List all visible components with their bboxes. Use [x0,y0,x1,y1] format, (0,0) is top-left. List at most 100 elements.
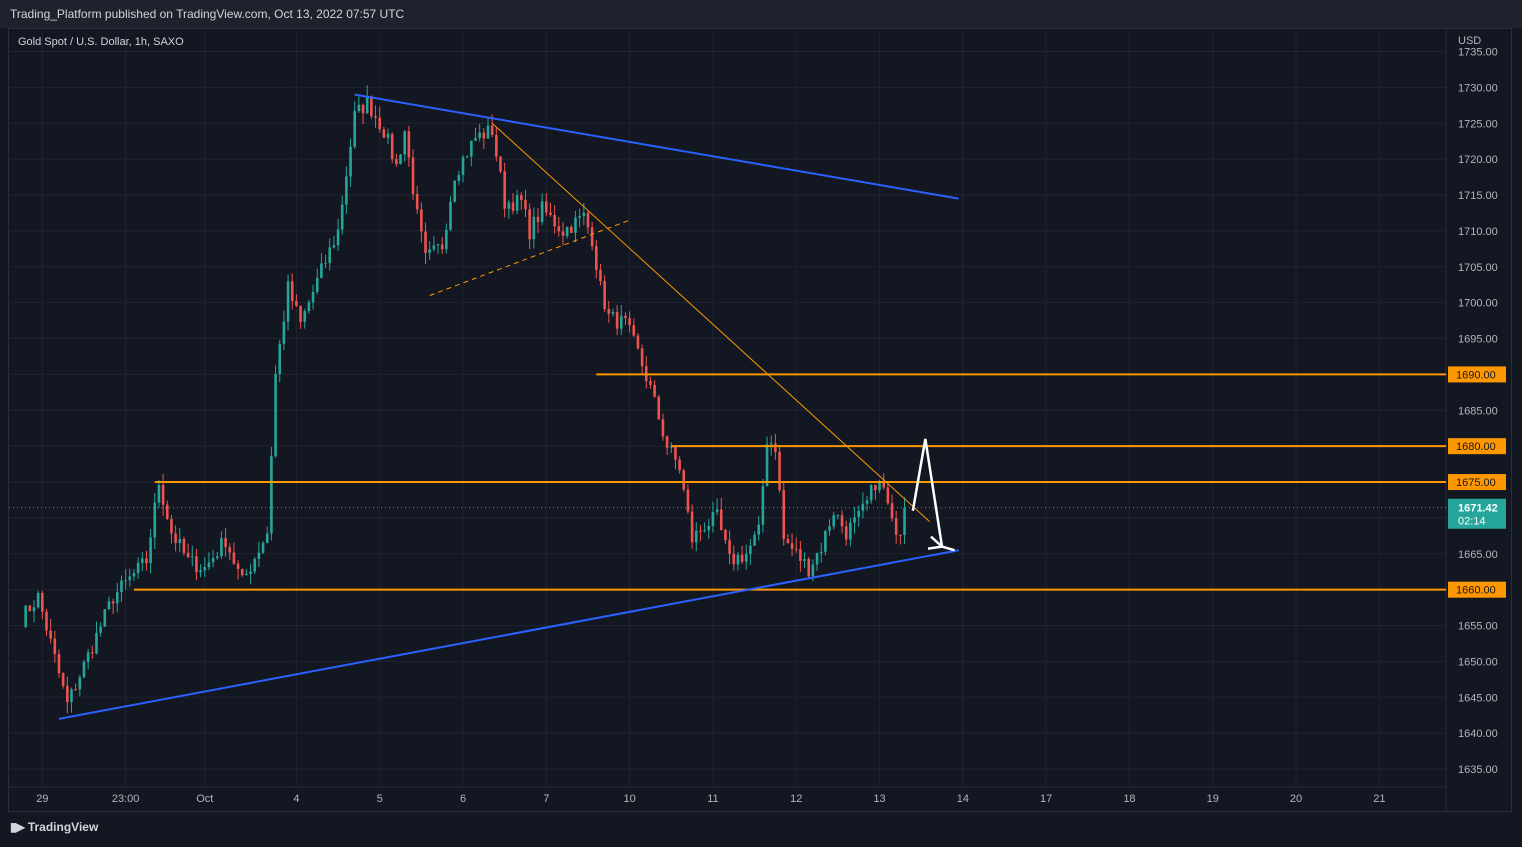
tradingview-brand[interactable]: ▮▶ TradingView [10,820,98,834]
candle-body [211,558,215,563]
candle [711,501,715,533]
candle-body [66,685,69,703]
candle-body [311,291,315,303]
candle [224,527,227,557]
candle-body [628,317,631,326]
price-tick-label: 1715.00 [1458,190,1498,202]
candle-body [807,559,811,577]
candle-body [799,549,802,561]
candle-body [161,484,165,505]
candle [95,621,98,655]
candle-body [669,446,673,448]
price-axis: USD 1635.00 1640.00 1645.00 1650.00 1655.00 16… [1445,28,1498,812]
candle-body [707,525,711,531]
candle [753,531,756,546]
candle [299,305,302,329]
candle [386,128,390,145]
candle [653,380,656,398]
candle [174,525,177,552]
candle [545,193,548,217]
candle [740,545,744,565]
candle-body [261,542,265,553]
candle [865,495,869,511]
candle [270,446,273,541]
candle-body [694,530,698,543]
candle-body [861,503,865,511]
candle-body [899,534,902,536]
candle-body [886,487,890,504]
candle [640,344,644,374]
bar-countdown: 02:14 [1458,516,1486,528]
candle [132,569,136,582]
price-tick-label: 1685.00 [1458,405,1498,417]
candle [486,116,490,139]
time-tick-label: 11 [707,793,718,805]
time-tick-label: 20 [1290,793,1302,805]
publication-text: Trading_Platform published on TradingVie… [10,7,405,21]
candle [482,127,486,149]
candle-body [840,515,844,527]
candle [345,166,348,214]
candle-body [549,212,552,215]
candle-body [111,601,115,604]
candle-body [190,556,194,558]
candle-body [349,146,352,177]
candle [336,218,340,251]
candle [86,649,90,670]
price-tick-label: 1635.00 [1458,764,1498,776]
candle [495,127,498,162]
candle [407,125,411,167]
candle [470,140,473,167]
candle-body [553,214,556,227]
candle-body [357,104,361,112]
candle [157,479,161,509]
candle [32,600,36,623]
candle [307,299,311,314]
candle-body [619,315,623,329]
candle-body [661,419,665,437]
candle-body [536,216,540,222]
candle-body [74,689,77,691]
candle [515,189,519,215]
price-tick-label: 1730.00 [1458,82,1498,94]
candle [586,210,590,234]
candle [686,484,690,514]
brand-label: TradingView [27,820,99,834]
candle [332,236,336,249]
candle-body [245,573,248,576]
candle [744,544,748,570]
time-tick-label: 12 [790,793,802,805]
candle [324,254,327,269]
candle [178,528,182,553]
candle-body [561,231,565,236]
candle [128,568,132,587]
candle [320,253,323,279]
candle [66,676,69,714]
candle [786,534,790,544]
candle-body [894,518,898,535]
candle-body [49,630,52,639]
candle-body [274,373,277,457]
candle-body [411,157,415,195]
candle [632,318,636,338]
candle [361,103,365,125]
candle-body [699,530,702,532]
candle-body [345,176,348,205]
candle [669,442,673,454]
candle-body [732,553,736,565]
candle-body [486,125,490,139]
candle-body [165,504,169,520]
candle [153,492,157,549]
candle-body [224,538,227,548]
candle-body [607,309,611,314]
candle-body [753,534,756,546]
candle-body [524,199,527,210]
candle-body [540,201,544,222]
candle [578,208,581,228]
candle [57,649,61,678]
candle-body [744,553,748,562]
candle-body [657,396,661,420]
candle-body [890,503,894,519]
candle-body [395,159,398,165]
